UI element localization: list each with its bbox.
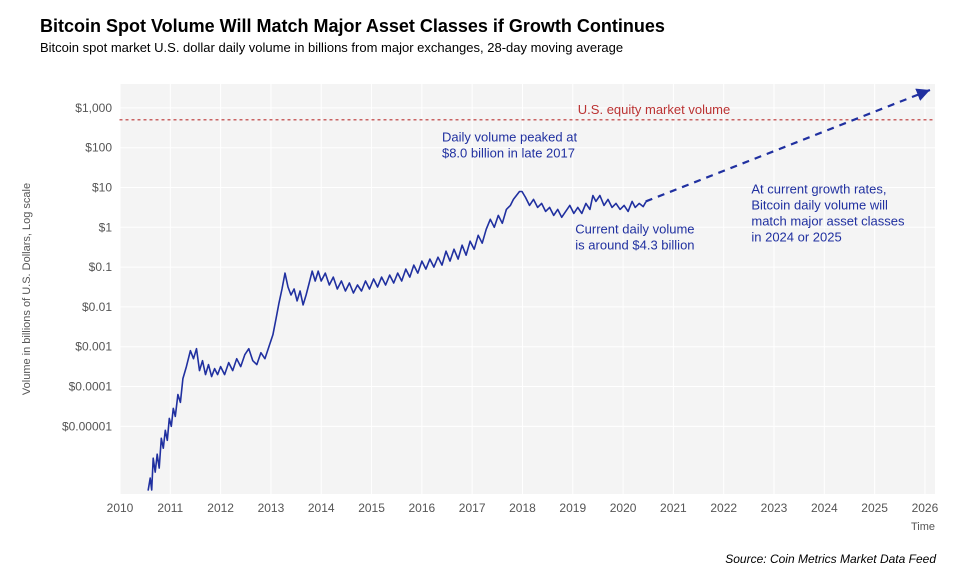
annotation-text: Bitcoin daily volume will bbox=[751, 197, 888, 212]
x-tick-label: 2026 bbox=[912, 501, 939, 515]
y-axis-label: Volume in billions of U.S. Dollars, Log … bbox=[21, 183, 33, 395]
x-tick-label: 2010 bbox=[107, 501, 134, 515]
x-tick-label: 2014 bbox=[308, 501, 335, 515]
annotation-text: match major asset classes bbox=[751, 213, 905, 228]
x-tick-label: 2025 bbox=[861, 501, 888, 515]
x-tick-label: 2012 bbox=[207, 501, 234, 515]
y-tick-label: $0.0001 bbox=[69, 380, 113, 394]
x-tick-label: 2016 bbox=[409, 501, 436, 515]
x-tick-label: 2019 bbox=[559, 501, 586, 515]
y-tick-label: $1 bbox=[99, 220, 113, 234]
y-tick-label: $0.01 bbox=[82, 300, 112, 314]
y-tick-label: $0.001 bbox=[75, 340, 112, 354]
x-tick-label: 2013 bbox=[258, 501, 285, 515]
x-tick-label: 2024 bbox=[811, 501, 838, 515]
x-tick-label: 2020 bbox=[610, 501, 637, 515]
x-tick-label: 2023 bbox=[761, 501, 788, 515]
annotation-text: in 2024 or 2025 bbox=[751, 229, 841, 244]
chart-container: { "title": "Bitcoin Spot Volume Will Mat… bbox=[0, 0, 960, 576]
y-tick-label: $0.1 bbox=[89, 260, 113, 274]
x-tick-label: 2015 bbox=[358, 501, 385, 515]
annotation-text: Current daily volume bbox=[575, 221, 694, 236]
chart-subtitle: Bitcoin spot market U.S. dollar daily vo… bbox=[40, 40, 623, 55]
chart-source: Source: Coin Metrics Market Data Feed bbox=[725, 552, 936, 566]
reference-line-label: U.S. equity market volume bbox=[578, 102, 730, 117]
y-tick-label: $1,000 bbox=[75, 101, 112, 115]
annotation-text: $8.0 billion in late 2017 bbox=[442, 146, 575, 161]
annotation-text: At current growth rates, bbox=[751, 181, 886, 196]
x-axis-label: Time bbox=[911, 521, 935, 533]
chart-plot-area: 2010 2011 2012 2013 2014 2015 2016 2017 2018 2019… bbox=[0, 64, 960, 534]
x-tick-label: 2011 bbox=[157, 501, 183, 515]
chart-svg: 2010 2011 2012 2013 2014 2015 2016 2017 2018 2019… bbox=[0, 64, 960, 534]
x-tick-label: 2017 bbox=[459, 501, 486, 515]
annotation-text: is around $4.3 billion bbox=[575, 237, 694, 252]
chart-title: Bitcoin Spot Volume Will Match Major Ass… bbox=[40, 16, 665, 37]
y-tick-label: $0.00001 bbox=[62, 419, 112, 433]
y-tick-label: $100 bbox=[85, 141, 112, 155]
x-tick-label: 2022 bbox=[710, 501, 737, 515]
x-tick-label: 2018 bbox=[509, 501, 536, 515]
annotation-text: Daily volume peaked at bbox=[442, 130, 578, 145]
y-tick-label: $10 bbox=[92, 180, 112, 194]
x-tick-label: 2021 bbox=[660, 501, 687, 515]
